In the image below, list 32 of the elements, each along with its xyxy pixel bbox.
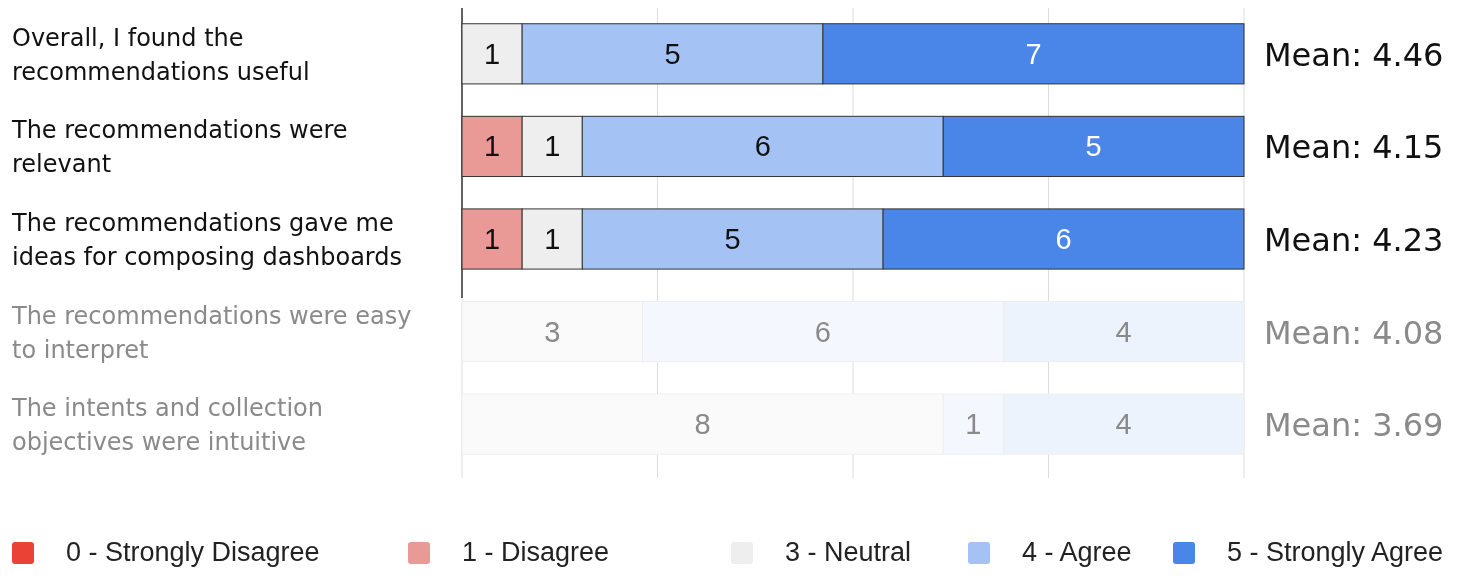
legend-label: 3 - Neutral xyxy=(785,537,912,567)
text: Mean: 4.46 xyxy=(1264,35,1444,74)
y-tick-label: The intents and collection objectives were intuitive xyxy=(11,394,324,457)
data-label: 7 xyxy=(1025,37,1042,70)
data-label: 1 xyxy=(484,223,501,255)
text: Mean: 4.15 xyxy=(1264,128,1444,167)
legend-label: 0 - Strongly Disagree xyxy=(66,537,320,567)
text: Mean: 4.08 xyxy=(1264,313,1444,352)
data-label: 6 xyxy=(754,130,771,163)
legend-label: 1 - Disagree xyxy=(462,537,610,567)
data-label: 8 xyxy=(694,408,711,441)
data-label: 5 xyxy=(664,37,681,70)
data-label: 4 xyxy=(1115,408,1132,441)
data-label: 1 xyxy=(965,408,982,441)
data-label: 1 xyxy=(544,223,561,255)
y-tick-label: The recommendations gave me ideas for composing dashboards xyxy=(11,209,403,271)
y-tick-label: The recommendations were easy to interpret xyxy=(11,301,412,364)
text: Mean: 4.23 xyxy=(1264,221,1444,259)
data-label: 1 xyxy=(484,37,501,70)
y-tick-label: Overall, I found the recommendations useful xyxy=(12,23,310,86)
legend-label: 5 - Strongly Agree xyxy=(1227,537,1444,567)
data-label: 5 xyxy=(724,223,741,255)
text: Mean: 3.69 xyxy=(1264,406,1444,445)
data-label: 3 xyxy=(544,315,561,348)
data-label: 6 xyxy=(814,315,831,348)
data-label: 5 xyxy=(1085,130,1102,163)
data-label: 6 xyxy=(1055,223,1072,255)
data-label: 1 xyxy=(544,130,561,163)
y-tick-label: The recommendations were relevant xyxy=(11,116,348,179)
data-label: 4 xyxy=(1115,315,1132,348)
legend-label: 4 - Agree xyxy=(1022,537,1132,567)
data-label: 1 xyxy=(484,130,501,163)
